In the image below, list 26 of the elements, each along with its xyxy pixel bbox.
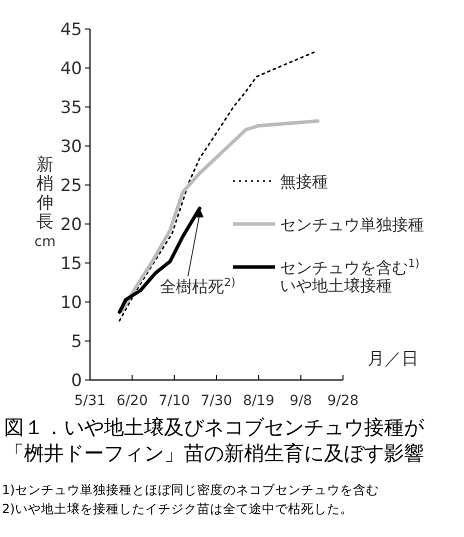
x-tick-label: 9/28 bbox=[327, 393, 359, 409]
y-tick-label: 40 bbox=[60, 59, 82, 79]
annotation: 全樹枯死$^{2)}$ bbox=[160, 276, 236, 296]
x-tick-label: 8/19 bbox=[242, 393, 274, 409]
y-tick-label: 0 bbox=[71, 371, 82, 391]
text: 1)センチュウ単独接種とほぼ同じ密度のネコブセンチュウを含む bbox=[2, 482, 379, 499]
legend-label: 無接種 bbox=[280, 172, 328, 191]
y-tick-label: 35 bbox=[60, 98, 82, 118]
x-tick-label: 6/20 bbox=[116, 393, 148, 409]
y-tick-label: 25 bbox=[60, 176, 82, 196]
y-tick-label: 15 bbox=[60, 254, 82, 274]
legend-label: センチュウ単独接種 bbox=[280, 215, 424, 234]
text: 図１．いや地土壌及びネコブセンチュウ接種が「桝井ドーフィン」苗の新梢生育に及ぼす影響 bbox=[4, 414, 426, 466]
x-tick-label: 7/10 bbox=[158, 393, 190, 409]
x-axis-title: 月／日 bbox=[368, 349, 418, 369]
y-tick-label: 45 bbox=[60, 20, 82, 40]
y-axis-title: 新梢伸長cm bbox=[34, 155, 56, 250]
y-tick-label: 20 bbox=[60, 215, 82, 235]
x-tick-label: 5/31 bbox=[74, 393, 106, 409]
y-tick-label: 30 bbox=[60, 137, 82, 157]
x-tick-label: 9/8 bbox=[290, 393, 312, 409]
text: 2)いや地土壌を接種したイチジク苗は全て途中で枯死した。 bbox=[2, 501, 353, 518]
x-tick-label: 7/30 bbox=[200, 393, 232, 409]
y-tick-label: 5 bbox=[71, 332, 82, 352]
y-tick-label: 10 bbox=[60, 293, 82, 313]
text: センチュウを含む$^{1)}$いや地土壌接種 bbox=[280, 256, 420, 295]
